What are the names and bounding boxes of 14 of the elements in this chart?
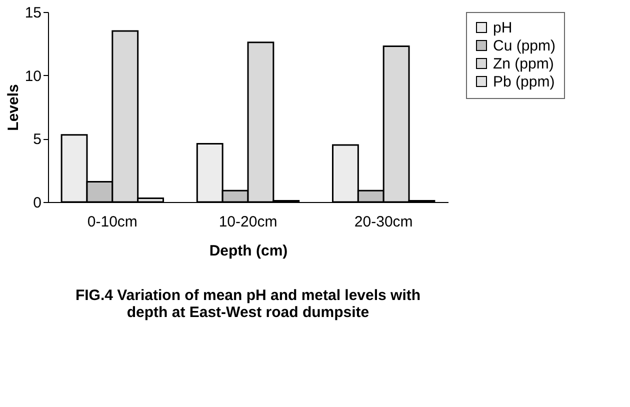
legend-label: pH (493, 20, 512, 36)
y-axis-title: Levels (4, 84, 22, 131)
y-tick-label: 5 (33, 131, 42, 148)
x-axis-title: Depth (cm) (209, 242, 288, 260)
x-tick-label: 20-30cm (354, 214, 413, 230)
y-tick-label: 10 (24, 68, 42, 85)
y-tick-label: 15 (24, 4, 42, 22)
text: FIG.4 Variation of mean pH and metal levels with depth at East-West road dumpsite (75, 287, 421, 321)
legend-label: Pb (ppm) (493, 74, 555, 90)
legend-label: Zn (ppm) (493, 56, 554, 72)
legend-label: Cu (ppm) (493, 38, 556, 54)
x-tick-label: 0-10cm (87, 214, 138, 230)
x-tick-label: 10-20cm (218, 214, 278, 230)
y-tick-label: 0 (33, 194, 42, 212)
